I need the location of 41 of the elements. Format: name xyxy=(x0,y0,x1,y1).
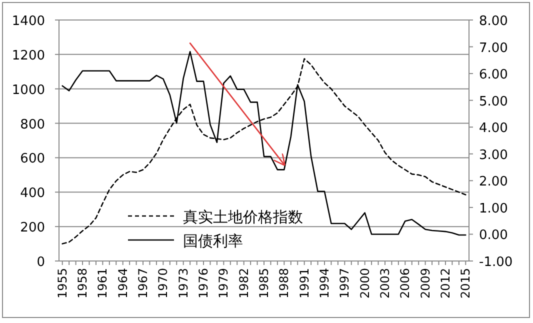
y2-tick-label: 3.00 xyxy=(479,148,508,163)
y-tick-label: 1400 xyxy=(12,14,45,29)
y-tick-label: 1000 xyxy=(12,82,45,98)
x-tick-label: 1997 xyxy=(338,268,352,299)
x-tick-label: 1958 xyxy=(76,268,90,299)
x-tick-label: 1991 xyxy=(297,268,312,299)
x-tick-label: 2000 xyxy=(358,268,372,299)
y2-tick-label: 8.00 xyxy=(479,14,508,29)
x-tick-label: 1982 xyxy=(236,268,251,299)
x-tick-label: 2003 xyxy=(378,268,392,299)
y2-tick-label: 6.00 xyxy=(479,68,508,83)
x-tick-label: 1955 xyxy=(55,268,70,299)
x-tick-label: 2009 xyxy=(418,268,432,299)
y2-tick-label: 1.00 xyxy=(479,201,508,216)
y-tick-label: 1200 xyxy=(12,48,45,64)
x-tick-label: 1994 xyxy=(317,268,332,299)
x-tick-label: 1976 xyxy=(196,268,211,299)
x-tick-label: 1973 xyxy=(176,268,190,299)
y-tick-label: 200 xyxy=(20,220,45,236)
y2-tick-label: -1.00 xyxy=(479,255,513,270)
x-tick-label: 1988 xyxy=(277,268,292,299)
legend-label: 国债利率 xyxy=(183,232,243,250)
x-tick-label: 1985 xyxy=(257,268,271,299)
x-tick-label: 1979 xyxy=(216,268,231,299)
y2-tick-label: 5.00 xyxy=(479,94,508,110)
y-tick-label: 400 xyxy=(20,186,45,202)
y2-tick-label: 2.00 xyxy=(479,174,508,190)
legend-label: 真实土地价格指数 xyxy=(183,208,303,226)
y2-tick-label: 0.00 xyxy=(479,228,508,244)
x-tick-label: 2015 xyxy=(458,268,473,299)
x-tick-label: 1970 xyxy=(156,268,170,299)
x-tick-label: 1964 xyxy=(116,268,130,299)
x-tick-label: 2012 xyxy=(438,268,452,299)
x-tick-label: 2006 xyxy=(398,268,412,299)
x-tick-label: 1967 xyxy=(136,268,150,299)
y-tick-label: 800 xyxy=(20,117,45,132)
y2-tick-label: 4.00 xyxy=(479,121,508,136)
x-tick-label: 1961 xyxy=(96,268,110,299)
y-tick-label: 0 xyxy=(36,255,45,270)
y-tick-label: 600 xyxy=(20,152,45,167)
y2-tick-label: 7.00 xyxy=(479,40,508,56)
